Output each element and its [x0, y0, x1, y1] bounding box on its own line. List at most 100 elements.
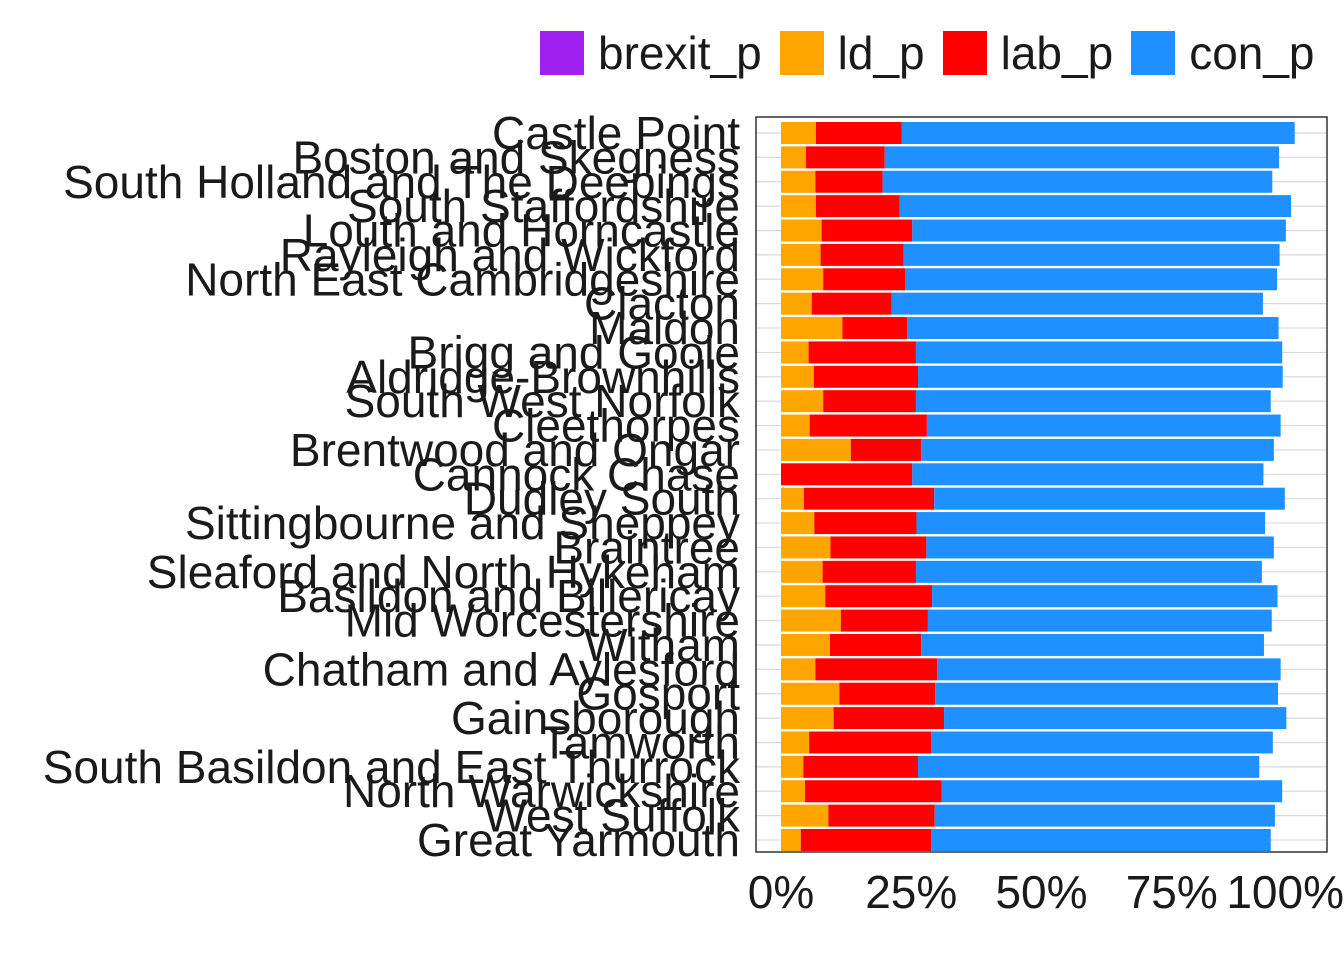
- category-label: Aldridge-Brownhills: [346, 351, 740, 403]
- bar-segment-lab_p: [813, 365, 919, 388]
- bar-segment-lab_p: [811, 292, 892, 315]
- bar-segment-ld_p: [781, 341, 809, 364]
- bar-segment-ld_p: [781, 292, 812, 315]
- bar-segment-lab_p: [822, 560, 916, 583]
- bar-segment-lab_p: [803, 755, 919, 778]
- bar-segment-lab_p: [809, 414, 927, 437]
- bar-segment-con_p: [931, 829, 1271, 851]
- category-label: Basildon and Billericay: [277, 570, 740, 622]
- bar-segment-lab_p: [781, 463, 913, 486]
- category-label: Dudley South: [464, 473, 740, 525]
- bar-segment-ld_p: [781, 829, 801, 851]
- legend-item-brexit_p: brexit_p: [540, 30, 762, 76]
- legend-item-ld_p: ld_p: [779, 27, 925, 79]
- bar-segment-con_p: [907, 317, 1279, 340]
- bar-segment-ld_p: [781, 438, 851, 461]
- bar-segment-con_p: [921, 633, 1264, 656]
- category-label: West Suffolk: [483, 790, 741, 842]
- legend-swatch: [779, 31, 824, 75]
- category-label: South Basildon and East Thurrock: [43, 741, 741, 793]
- bar-segment-con_p: [934, 804, 1275, 827]
- bar-segment-ld_p: [781, 219, 822, 242]
- legend-label: lab_p: [1000, 27, 1114, 79]
- category-label: Braintree: [553, 521, 740, 573]
- bar-segment-ld_p: [781, 317, 843, 340]
- legend-swatch: [1131, 31, 1176, 75]
- bar-segment-ld_p: [781, 365, 814, 388]
- bar-segment-con_p: [882, 170, 1273, 193]
- bar-segment-con_p: [926, 414, 1281, 437]
- bar-segment-con_p: [918, 755, 1260, 778]
- bar-segment-lab_p: [839, 682, 936, 705]
- bar-segment-con_p: [937, 658, 1281, 681]
- bar-segment-lab_p: [825, 585, 933, 608]
- bar-segment-lab_p: [820, 243, 904, 266]
- bar-segment-ld_p: [781, 658, 816, 681]
- bar-segment-lab_p: [815, 122, 902, 144]
- bar-segment-lab_p: [833, 707, 945, 730]
- x-tick-label: 100%: [1226, 866, 1344, 918]
- legend-swatch: [540, 31, 584, 75]
- bar-segment-lab_p: [829, 633, 922, 656]
- category-label: Great Yarmouth: [417, 814, 740, 866]
- bar-segment-con_p: [901, 122, 1295, 144]
- x-tick-label: 0%: [748, 866, 814, 918]
- legend-label: con_p: [1189, 27, 1315, 79]
- bar-segment-lab_p: [814, 512, 917, 535]
- bar-segment-ld_p: [781, 536, 831, 559]
- bar-segment-lab_p: [823, 390, 916, 413]
- bar-segment-con_p: [941, 780, 1283, 803]
- bar-segment-con_p: [944, 707, 1287, 730]
- plot-border: [755, 116, 1328, 853]
- category-label: Maldon: [589, 302, 740, 354]
- bar-segment-con_p: [903, 243, 1280, 266]
- bar-segment-lab_p: [804, 780, 942, 803]
- bar-segment-lab_p: [800, 829, 932, 851]
- bar-segment-lab_p: [803, 487, 935, 510]
- bar-segment-ld_p: [781, 268, 824, 291]
- category-label: Clacton: [584, 278, 740, 330]
- bar-segment-lab_p: [842, 317, 908, 340]
- bar-segment-con_p: [916, 512, 1266, 535]
- bar-segment-con_p: [912, 463, 1264, 486]
- category-label: Louth and Horncastle: [303, 205, 740, 257]
- bar-segment-lab_p: [830, 536, 927, 559]
- bar-segment-ld_p: [781, 390, 824, 413]
- bar-segment-ld_p: [781, 707, 834, 730]
- category-label: South Staffordshire: [347, 180, 740, 232]
- bar-segment-con_p: [931, 731, 1273, 754]
- bar-segment-con_p: [926, 536, 1274, 559]
- bar-segment-con_p: [927, 609, 1272, 632]
- category-label: Witham: [584, 619, 740, 671]
- bar-segment-ld_p: [781, 170, 816, 193]
- x-tick-label: 25%: [865, 866, 957, 918]
- category-label: South Holland and The Deepings: [63, 156, 740, 208]
- category-label: North East Cambridgeshire: [185, 253, 740, 305]
- bar-segment-con_p: [884, 146, 1280, 169]
- bar-segment-con_p: [915, 560, 1262, 583]
- bar-segment-ld_p: [781, 512, 815, 535]
- category-label: Cannock Chase: [413, 448, 740, 500]
- bar-segment-lab_p: [840, 609, 928, 632]
- category-label: Boston and Skegness: [292, 131, 740, 183]
- category-label: Rayleigh and Wickford: [280, 229, 740, 281]
- legend-swatch: [942, 31, 987, 75]
- category-label: Castle Point: [492, 107, 740, 159]
- bar-segment-con_p: [918, 365, 1283, 388]
- bar-segment-con_p: [934, 487, 1285, 510]
- bar-segment-lab_p: [828, 804, 935, 827]
- bar-segment-ld_p: [781, 609, 841, 632]
- bar-segment-con_p: [904, 268, 1277, 291]
- bar-segment-con_p: [935, 682, 1279, 705]
- legend-item-lab_p: lab_p: [942, 27, 1114, 79]
- bar-segment-ld_p: [781, 146, 807, 169]
- bar-segment-con_p: [899, 195, 1292, 218]
- bar-segment-lab_p: [821, 219, 913, 242]
- bar-segment-lab_p: [850, 438, 922, 461]
- legend-label: ld_p: [837, 27, 925, 79]
- bar-segment-ld_p: [781, 682, 840, 705]
- bar-segment-lab_p: [808, 341, 916, 364]
- bars: [781, 122, 1295, 851]
- legend-label: brexit_p: [598, 27, 762, 79]
